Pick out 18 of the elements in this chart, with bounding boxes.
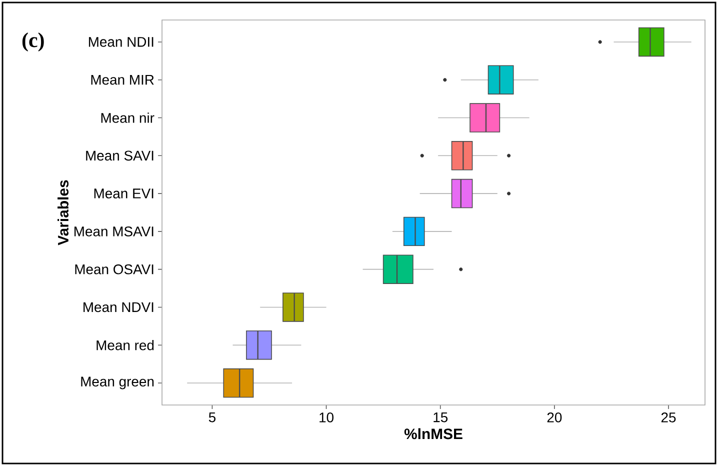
- y-tick-label: Mean NDII: [88, 37, 154, 47]
- y-tick-label: Mean EVI: [94, 188, 154, 198]
- y-tick-label: Mean SAVI: [86, 150, 154, 161]
- y-tick-label: Mean MIR: [91, 75, 154, 85]
- x-tick-label: 10: [320, 412, 334, 422]
- x-tick-label: 15: [434, 412, 448, 422]
- text: (c): [22, 32, 44, 52]
- y-tick-label: Mean red: [96, 340, 154, 350]
- x-tick-label: 5: [208, 412, 216, 422]
- x-axis-title: %lnMSE: [404, 428, 462, 440]
- y-tick-label: Mean green: [81, 376, 154, 390]
- y-tick-label: Mean MSAVI: [74, 226, 154, 236]
- y-tick-label: Mean NDVI: [84, 302, 154, 312]
- x-tick-label: 20: [547, 412, 562, 422]
- y-tick-label: Mean OSAVI: [75, 264, 154, 274]
- y-axis-title: Variables: [58, 180, 69, 246]
- y-tick-label: Mean nir: [101, 112, 154, 123]
- x-tick-label: 25: [661, 412, 676, 422]
